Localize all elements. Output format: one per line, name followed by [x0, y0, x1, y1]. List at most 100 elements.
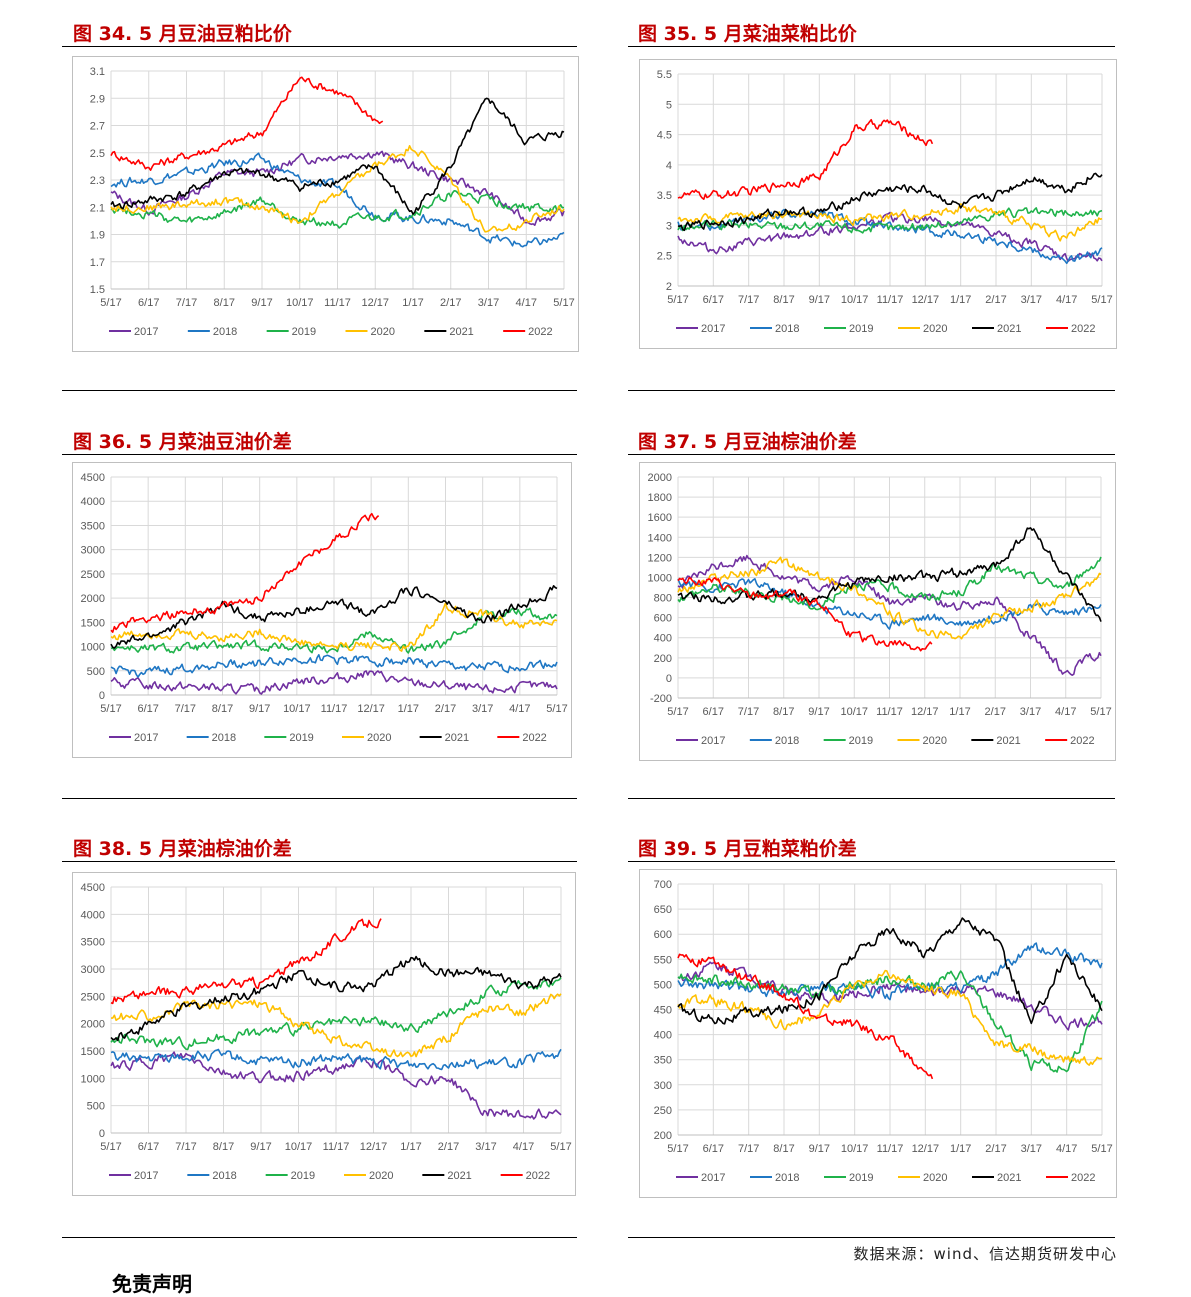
legend-label: 2017 [134, 732, 158, 744]
series-line-2018 [677, 578, 1102, 630]
y-tick-label: 1400 [648, 532, 672, 544]
chart-34-title: 图 34. 5 月豆油豆粕比价 [73, 23, 292, 45]
y-tick-label: 3000 [81, 964, 105, 976]
x-tick-label: 5/17 [1091, 1143, 1112, 1155]
x-tick-label: 1/17 [402, 297, 423, 309]
chart-35-plot: 2 2.5 3 3.5 4 4.5 5 5.5 5/17 6/17 7/17 8/17 9/17 10/1… [657, 69, 1113, 335]
legend-label: 2019 [849, 323, 873, 335]
x-tick-label: 4/17 [509, 703, 530, 715]
series-line-2017 [677, 554, 1102, 676]
series-line-2019 [110, 977, 562, 1051]
series-line-2021 [677, 172, 1103, 232]
series-line-2022 [110, 918, 382, 1005]
chart-36-title: 图 36. 5 月菜油豆油价差 [73, 431, 292, 453]
x-tick-label: 12/17 [357, 703, 385, 715]
y-tick-label: -200 [650, 693, 672, 705]
y-tick-label: 2000 [81, 593, 105, 605]
legend-label: 2020 [371, 326, 395, 338]
legend-label: 2019 [849, 735, 873, 747]
series-line-2021 [677, 917, 1103, 1025]
x-tick-label: 7/17 [175, 703, 196, 715]
x-tick-label: 9/17 [249, 703, 270, 715]
y-tick-label: 250 [654, 1105, 672, 1117]
x-tick-label: 8/17 [773, 1143, 794, 1155]
y-tick-label: 1.5 [90, 284, 105, 296]
series-line-2019 [677, 207, 1103, 234]
chart-37-plot: -200 0 200 400 600 800 1000 1200 1400 1600 1800 200… [648, 472, 1112, 747]
legend-label: 2022 [1071, 1172, 1095, 1184]
legend-label: 2018 [775, 323, 799, 335]
y-tick-label: 4500 [81, 472, 105, 484]
y-tick-label: 1500 [81, 1046, 105, 1058]
chart-36-frame: 0 500 1000 1500 2000 2500 3000 3500 4000 4500 5/17… [72, 462, 572, 758]
x-tick-label: 10/17 [840, 706, 868, 718]
panel-bottom-rule [628, 1237, 1115, 1238]
y-tick-label: 550 [654, 954, 672, 966]
y-tick-label: 2000 [648, 472, 672, 484]
series-line-2022 [110, 512, 380, 633]
x-tick-label: 8/17 [773, 294, 794, 306]
series-line-2019 [677, 556, 1102, 611]
x-tick-label: 10/17 [286, 297, 314, 309]
panel-bottom-rule [628, 798, 1115, 799]
legend-label: 2021 [449, 326, 473, 338]
x-tick-label: 11/17 [321, 703, 348, 715]
y-tick-label: 0 [99, 690, 105, 702]
data-source-note: 数据来源：wind、信达期货研发中心 [853, 1245, 1117, 1263]
chart-34-plot: 1.5 1.7 1.9 2.1 2.3 2.5 2.7 2.9 3.1 5/17 6/17 7/17 8… [90, 66, 575, 338]
chart-38-title: 图 38. 5 月菜油棕油价差 [73, 838, 292, 860]
series-line-2021 [110, 585, 558, 649]
legend-label: 2020 [923, 735, 947, 747]
legend-label: 2021 [447, 1170, 471, 1182]
x-tick-label: 3/17 [1020, 706, 1041, 718]
legend-label: 2020 [923, 1172, 947, 1184]
x-tick-label: 12/17 [361, 297, 389, 309]
series-line-2022 [677, 953, 934, 1080]
chart-37-title: 图 37. 5 月豆油棕油价差 [638, 431, 857, 453]
y-tick-label: 650 [654, 904, 672, 916]
x-tick-label: 1/17 [400, 1141, 421, 1153]
x-tick-label: 5/17 [100, 703, 121, 715]
legend-label: 2022 [1071, 323, 1095, 335]
series-line-2017 [677, 211, 1103, 262]
series-line-2017 [110, 670, 558, 695]
x-tick-label: 12/17 [360, 1141, 388, 1153]
legend-label: 2022 [526, 1170, 550, 1182]
x-tick-label: 7/17 [738, 706, 759, 718]
series-line-2020 [110, 602, 558, 652]
y-tick-label: 500 [87, 666, 105, 678]
y-tick-label: 0 [99, 1128, 105, 1140]
y-tick-label: 600 [654, 929, 672, 941]
x-tick-label: 5/17 [100, 1141, 121, 1153]
y-tick-label: 1000 [648, 572, 672, 584]
x-tick-label: 3/17 [472, 703, 493, 715]
x-tick-label: 8/17 [212, 703, 233, 715]
x-tick-label: 1/17 [398, 703, 419, 715]
y-tick-label: 2.5 [657, 251, 672, 263]
series-line-2020 [677, 556, 1102, 640]
x-tick-label: 2/17 [438, 1141, 459, 1153]
y-tick-label: 4000 [81, 909, 105, 921]
x-tick-label: 10/17 [285, 1141, 313, 1153]
y-tick-label: 2.9 [90, 93, 105, 105]
x-tick-label: 5/17 [546, 703, 567, 715]
y-tick-label: 2500 [81, 991, 105, 1003]
y-tick-label: 4500 [81, 882, 105, 894]
x-tick-label: 1/17 [950, 294, 971, 306]
legend-label: 2017 [134, 1170, 158, 1182]
x-tick-label: 2/17 [985, 1143, 1006, 1155]
panel-bottom-rule [628, 390, 1115, 391]
y-tick-label: 800 [654, 593, 672, 605]
series-line-2022 [677, 118, 934, 200]
y-tick-label: 1600 [648, 512, 672, 524]
x-tick-label: 6/17 [138, 1141, 159, 1153]
y-tick-label: 4 [666, 160, 672, 172]
y-tick-label: 3500 [81, 937, 105, 949]
x-tick-label: 4/17 [516, 297, 537, 309]
y-tick-label: 400 [654, 1030, 672, 1042]
title-rule [628, 454, 1115, 455]
x-tick-label: 5/17 [667, 1143, 688, 1155]
series-line-2018 [110, 152, 565, 248]
y-tick-label: 2.7 [90, 121, 105, 133]
x-tick-label: 5/17 [553, 297, 574, 309]
